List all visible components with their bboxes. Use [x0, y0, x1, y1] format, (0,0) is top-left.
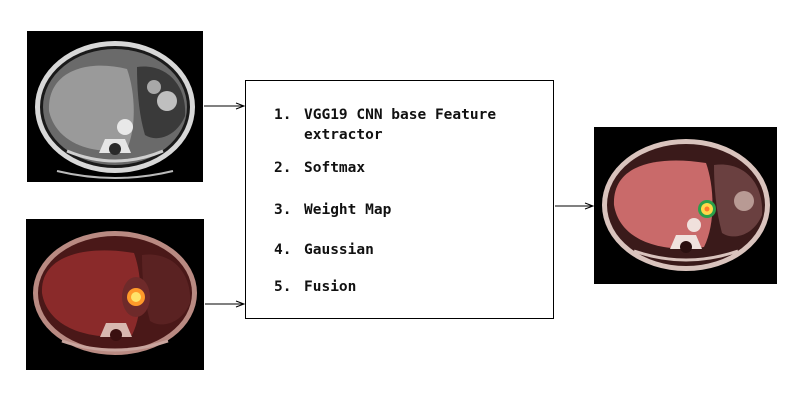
step-label: Softmax	[304, 160, 366, 176]
fusion-process-box: 1. VGG19 CNN base Feature extractor 2. S…	[245, 80, 554, 319]
step-number: 5.	[274, 279, 292, 295]
step-weight-map: 3. Weight Map	[274, 200, 391, 220]
pet-scan-image	[26, 219, 204, 370]
step-label: Weight Map	[304, 202, 392, 218]
ct-scan-graphic	[27, 31, 203, 182]
step-label: Fusion	[304, 279, 357, 295]
step-number: 3.	[274, 202, 292, 218]
step-number: 1.	[274, 107, 292, 123]
fused-scan-image	[594, 127, 777, 284]
step-feature-extractor: 1. VGG19 CNN base Feature extractor	[274, 105, 544, 145]
ct-arrowhead	[235, 102, 246, 110]
step-label: Gaussian	[304, 242, 374, 258]
ct-scan-image	[27, 31, 203, 182]
step-gaussian: 4. Gaussian	[274, 240, 374, 260]
step-number: 4.	[274, 242, 292, 258]
step-softmax: 2. Softmax	[274, 158, 365, 178]
output-arrowhead	[584, 202, 595, 210]
step-label: VGG19 CNN base Feature extractor	[304, 107, 497, 143]
step-fusion: 5. Fusion	[274, 277, 356, 297]
step-number: 2.	[274, 160, 292, 176]
pet-scan-graphic	[26, 219, 204, 370]
pet-arrowhead	[235, 300, 246, 308]
fused-scan-graphic	[594, 127, 777, 284]
